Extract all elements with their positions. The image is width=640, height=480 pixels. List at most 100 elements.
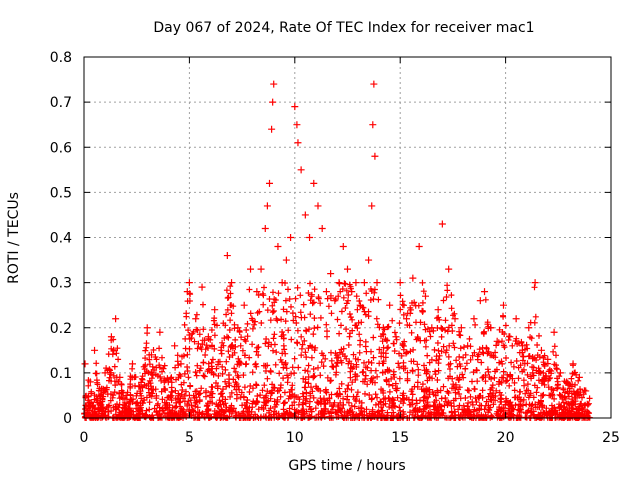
data-point	[537, 346, 545, 354]
y-tick-label: 0.7	[50, 95, 72, 111]
data-point	[369, 121, 377, 129]
data-point	[392, 333, 400, 341]
data-point	[487, 324, 495, 332]
data-point	[403, 315, 411, 323]
data-point	[257, 265, 265, 273]
data-point	[415, 243, 423, 251]
data-point	[177, 360, 185, 368]
data-point	[344, 265, 351, 273]
data-point	[518, 342, 526, 350]
data-point	[211, 306, 219, 314]
data-point	[493, 337, 501, 345]
data-point	[247, 265, 255, 273]
y-tick-label: 0.5	[50, 185, 72, 201]
data-point	[331, 297, 339, 305]
x-tick-label: 5	[185, 430, 194, 446]
data-point	[556, 369, 564, 377]
data-point	[365, 256, 373, 264]
data-point	[512, 315, 520, 323]
data-point	[107, 333, 115, 341]
data-point	[270, 80, 278, 88]
data-point	[356, 301, 364, 309]
data-point	[421, 292, 429, 300]
data-point	[310, 179, 318, 187]
data-point	[217, 346, 225, 354]
data-point	[97, 387, 105, 395]
data-point	[274, 243, 282, 251]
data-point	[457, 324, 465, 332]
data-point	[198, 283, 206, 291]
data-point	[261, 224, 269, 232]
data-point	[339, 243, 347, 251]
data-point	[451, 315, 459, 323]
data-point	[373, 279, 381, 287]
data-point	[234, 324, 242, 332]
data-point	[253, 288, 261, 296]
data-point	[550, 328, 558, 336]
x-tick-label: 15	[391, 430, 409, 446]
data-point	[287, 234, 295, 241]
data-point	[147, 351, 155, 359]
data-point	[81, 360, 89, 368]
data-point	[228, 279, 236, 287]
data-point	[531, 279, 539, 287]
y-axis-title: ROTI / TECUs	[6, 192, 22, 284]
data-point	[101, 369, 109, 377]
data-point	[396, 279, 404, 287]
data-point	[352, 279, 360, 287]
data-point	[476, 297, 484, 305]
data-point	[135, 382, 143, 390]
y-tick-label: 0.1	[50, 366, 72, 382]
data-point	[335, 279, 343, 287]
data-point	[371, 152, 379, 160]
data-point	[164, 378, 172, 386]
data-point	[582, 387, 590, 395]
data-point	[438, 220, 446, 228]
data-point	[563, 378, 571, 386]
data-point	[293, 121, 301, 129]
data-point	[183, 288, 191, 296]
data-point	[297, 166, 305, 174]
y-tick-labels: 0 0.1 0.2 0.3 0.4 0.5 0.6 0.7 0.8	[50, 50, 72, 427]
data-point	[499, 301, 507, 309]
data-point	[171, 342, 179, 350]
y-tick-label: 0.3	[50, 276, 72, 292]
data-point	[278, 279, 286, 287]
data-point	[368, 202, 376, 210]
scatter-points	[81, 80, 590, 399]
data-point	[266, 179, 274, 187]
data-point	[370, 80, 378, 88]
data-point	[544, 355, 552, 363]
data-point	[575, 373, 583, 381]
data-point	[268, 125, 276, 133]
data-point	[192, 315, 200, 323]
data-point	[428, 324, 436, 332]
data-point	[185, 279, 193, 287]
chart-title: Day 067 of 2024, Rate Of TEC Index for r…	[153, 20, 534, 36]
data-point	[322, 288, 330, 296]
x-tick-label: 20	[497, 430, 515, 446]
data-point	[156, 328, 164, 336]
data-point	[240, 301, 248, 309]
y-tick-label: 0.8	[50, 50, 72, 66]
data-point	[306, 234, 314, 241]
x-tick-label: 25	[602, 430, 620, 446]
data-point	[282, 256, 290, 264]
data-point	[464, 342, 472, 350]
data-point	[112, 315, 120, 323]
data-point	[445, 265, 453, 273]
data-point	[470, 315, 478, 323]
data-point	[525, 324, 533, 332]
data-point	[122, 391, 130, 399]
data-point	[360, 279, 368, 287]
data-point	[314, 202, 322, 210]
data-point	[91, 346, 99, 354]
data-point	[318, 224, 326, 232]
data-point	[348, 288, 356, 296]
y-tick-label: 0	[63, 411, 72, 427]
data-point	[116, 373, 124, 381]
data-point	[409, 274, 417, 282]
x-tick-label: 0	[80, 430, 89, 446]
data-point	[386, 301, 394, 309]
